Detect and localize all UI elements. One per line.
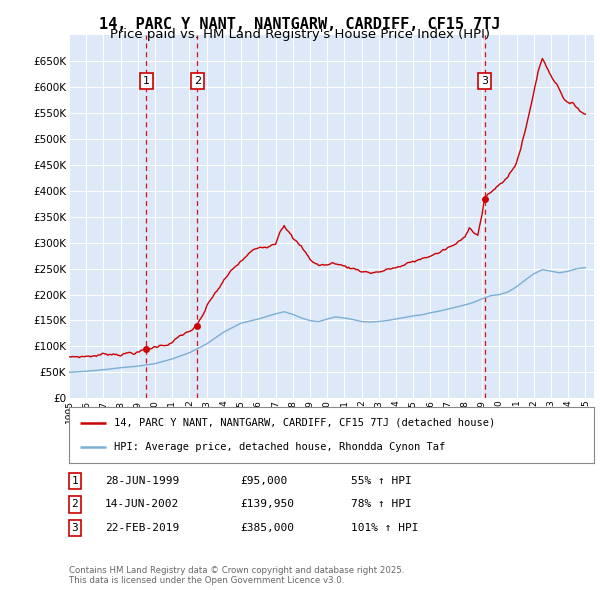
Text: 1: 1 bbox=[143, 76, 150, 86]
Text: £385,000: £385,000 bbox=[240, 523, 294, 533]
Text: Price paid vs. HM Land Registry's House Price Index (HPI): Price paid vs. HM Land Registry's House … bbox=[110, 28, 490, 41]
Text: 55% ↑ HPI: 55% ↑ HPI bbox=[351, 476, 412, 486]
Text: 2: 2 bbox=[194, 76, 201, 86]
Text: £139,950: £139,950 bbox=[240, 500, 294, 509]
Text: 14, PARC Y NANT, NANTGARW, CARDIFF, CF15 7TJ: 14, PARC Y NANT, NANTGARW, CARDIFF, CF15… bbox=[99, 17, 501, 31]
Text: HPI: Average price, detached house, Rhondda Cynon Taf: HPI: Average price, detached house, Rhon… bbox=[113, 442, 445, 453]
Text: £95,000: £95,000 bbox=[240, 476, 287, 486]
Text: 2: 2 bbox=[71, 500, 79, 509]
Text: 101% ↑ HPI: 101% ↑ HPI bbox=[351, 523, 419, 533]
Text: 14-JUN-2002: 14-JUN-2002 bbox=[105, 500, 179, 509]
Text: 14, PARC Y NANT, NANTGARW, CARDIFF, CF15 7TJ (detached house): 14, PARC Y NANT, NANTGARW, CARDIFF, CF15… bbox=[113, 418, 495, 428]
Text: 1: 1 bbox=[71, 476, 79, 486]
Text: 78% ↑ HPI: 78% ↑ HPI bbox=[351, 500, 412, 509]
Text: Contains HM Land Registry data © Crown copyright and database right 2025.
This d: Contains HM Land Registry data © Crown c… bbox=[69, 566, 404, 585]
Text: 3: 3 bbox=[71, 523, 79, 533]
Text: 22-FEB-2019: 22-FEB-2019 bbox=[105, 523, 179, 533]
Text: 28-JUN-1999: 28-JUN-1999 bbox=[105, 476, 179, 486]
Text: 3: 3 bbox=[481, 76, 488, 86]
